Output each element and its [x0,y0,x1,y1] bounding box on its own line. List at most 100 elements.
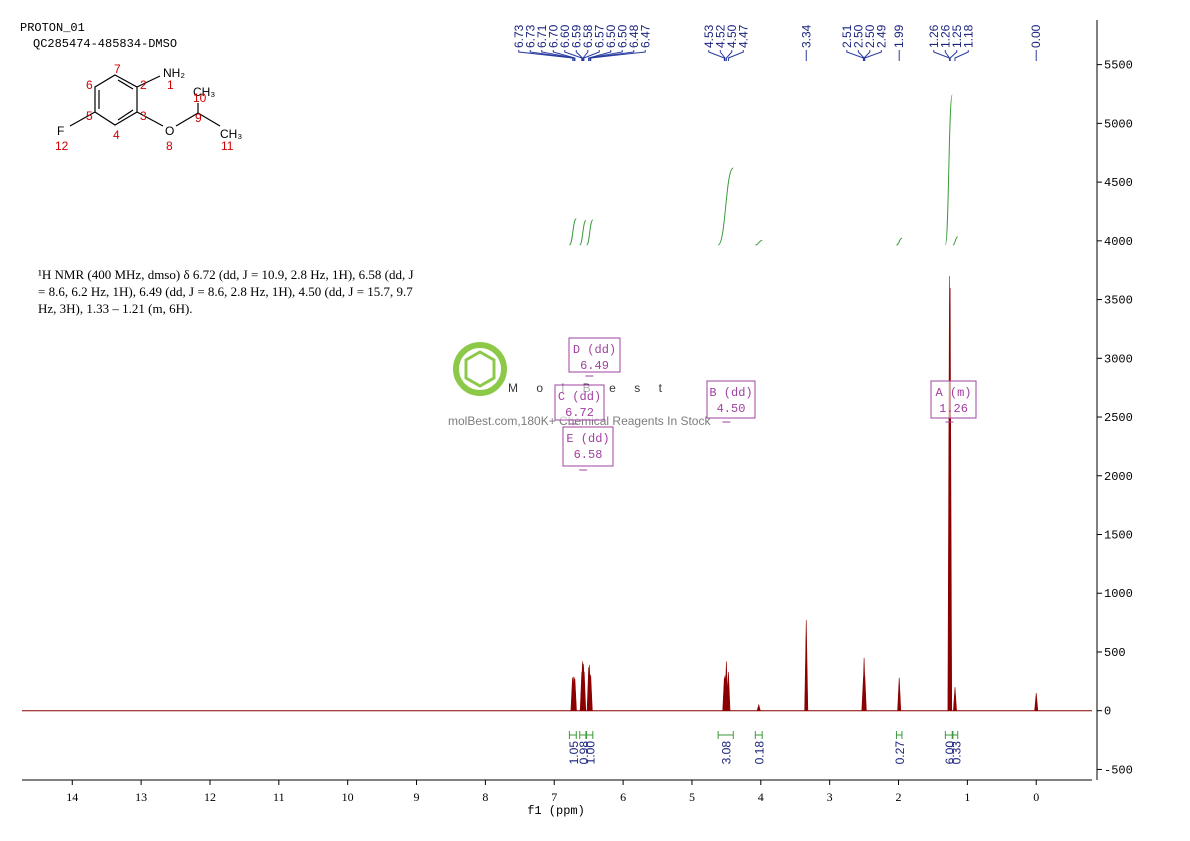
peak-leader [864,50,882,61]
peak [897,677,902,711]
peak-label: 0.00 [1029,24,1043,48]
peak-label: 4.47 [736,24,750,48]
peak-label: 6.48 [627,24,641,48]
description: ¹H NMR (400 MHz, dmso) δ 6.72 (dd, J = 1… [38,267,414,316]
header-line: PROTON_01 [20,21,85,35]
x-tick-label: 11 [273,790,285,804]
peak-label: 6.73 [523,24,537,48]
peak [953,687,957,711]
x-tick-label: 5 [689,790,695,804]
peak [756,703,761,711]
watermark-subtitle: molBest.com,180K+ Chemical Reagents In S… [448,414,711,428]
peak-label: 6.50 [604,24,618,48]
x-tick-label: 14 [66,790,78,804]
multiplet-shift: 4.50 [717,402,746,416]
multiplet-box [562,426,614,467]
atom-group: CH₃ [220,127,242,141]
peak-label: 6.59 [569,24,583,48]
integral-curve [717,167,734,246]
watermark-logo [453,342,507,396]
peak-leader [582,50,589,61]
integral-curve [952,236,958,246]
integral-label: 6.00 [943,741,957,765]
y-tick-label: 2500 [1104,411,1133,425]
x-tick-label: 1 [964,790,970,804]
peak-leader [541,50,575,61]
peak-label: 2.50 [851,24,865,48]
peak-label: 4.53 [702,24,716,48]
multiplet-shift: 6.58 [574,448,603,462]
peak-leader [529,50,574,61]
watermark-logo [464,350,496,388]
integral-label: 1.00 [584,741,598,765]
y-tick-label: 3500 [1104,294,1133,308]
integral-bracket [586,731,594,739]
atom-number: 4 [113,128,120,142]
y-tick-label: 4500 [1104,176,1133,190]
x-tick-label: 13 [135,790,147,804]
multiplet-shift: 6.72 [565,406,594,420]
atom-number: 1 [167,78,174,92]
peak-label: 6.50 [615,24,629,48]
x-tick-label: 3 [827,790,833,804]
integral-label: 0.27 [893,741,907,765]
peak-leader [575,50,583,61]
multiplet-box [706,380,756,419]
multiplet-name: A (m) [935,386,971,400]
y-tick-label: 5000 [1104,117,1133,131]
atom-number: 7 [114,62,121,76]
atom-number: 9 [195,111,202,125]
peak-label: 6.57 [592,24,606,48]
peak-leader [949,50,958,61]
peak-label: 6.47 [638,24,652,48]
peak-leader [590,50,646,61]
integral-bracket [944,731,953,739]
integral-label: 1.05 [567,741,581,765]
atom-number: 2 [140,78,147,92]
integral-label: 3.08 [720,741,734,765]
y-tick-label: -500 [1104,763,1133,777]
peak-label: 6.73 [512,24,526,48]
molecule-bonds [69,74,221,127]
integral-label: 0.98 [577,741,591,765]
atom-group: NH₂ [163,66,185,80]
peak-leader [863,50,871,61]
y-tick-label: 500 [1104,646,1126,660]
peak-label: 1.25 [950,24,964,48]
peak-leader [944,50,950,61]
y-tick-label: 5500 [1104,59,1133,73]
x-tick-label: 0 [1033,790,1039,804]
y-tick-label: 2000 [1104,470,1133,484]
y-tick-label: 0 [1104,705,1111,719]
integral-bracket [952,731,959,739]
x-tick-label: 10 [342,790,354,804]
peak [582,671,587,711]
multiplet-name: E (dd) [566,432,609,446]
integral-curve [579,220,587,246]
x-tick-label: 8 [482,790,488,804]
integral-label: 0.33 [949,741,963,765]
atom-number: 8 [166,139,173,153]
x-tick-label: 7 [551,790,557,804]
molecule: NH₂ CH₃ O CH₃ F 7 6 2 1 5 3 10 9 4 8 11 … [55,62,242,153]
multiplet-shift: 1.26 [939,402,968,416]
y-tick-label: 1000 [1104,587,1133,601]
atom-group: O [165,124,174,138]
atom-number: 10 [193,91,207,105]
peak-label: 6.60 [558,24,572,48]
multiplet-shift: 6.49 [580,359,609,373]
peak-label: 2.49 [874,24,888,48]
peak-leader [589,50,635,61]
integral-curve [896,237,903,246]
y-tick-label: 1500 [1104,528,1133,542]
x-tick-label: 4 [758,790,764,804]
header-line: QC285474-485834-DMSO [33,37,177,51]
peak-label: 6.70 [546,24,560,48]
y-tick-label: 3000 [1104,352,1133,366]
integral-label: 0.18 [753,741,767,765]
peak-leader [954,50,969,61]
atom-number: 5 [86,109,93,123]
peak-leader [583,50,600,61]
